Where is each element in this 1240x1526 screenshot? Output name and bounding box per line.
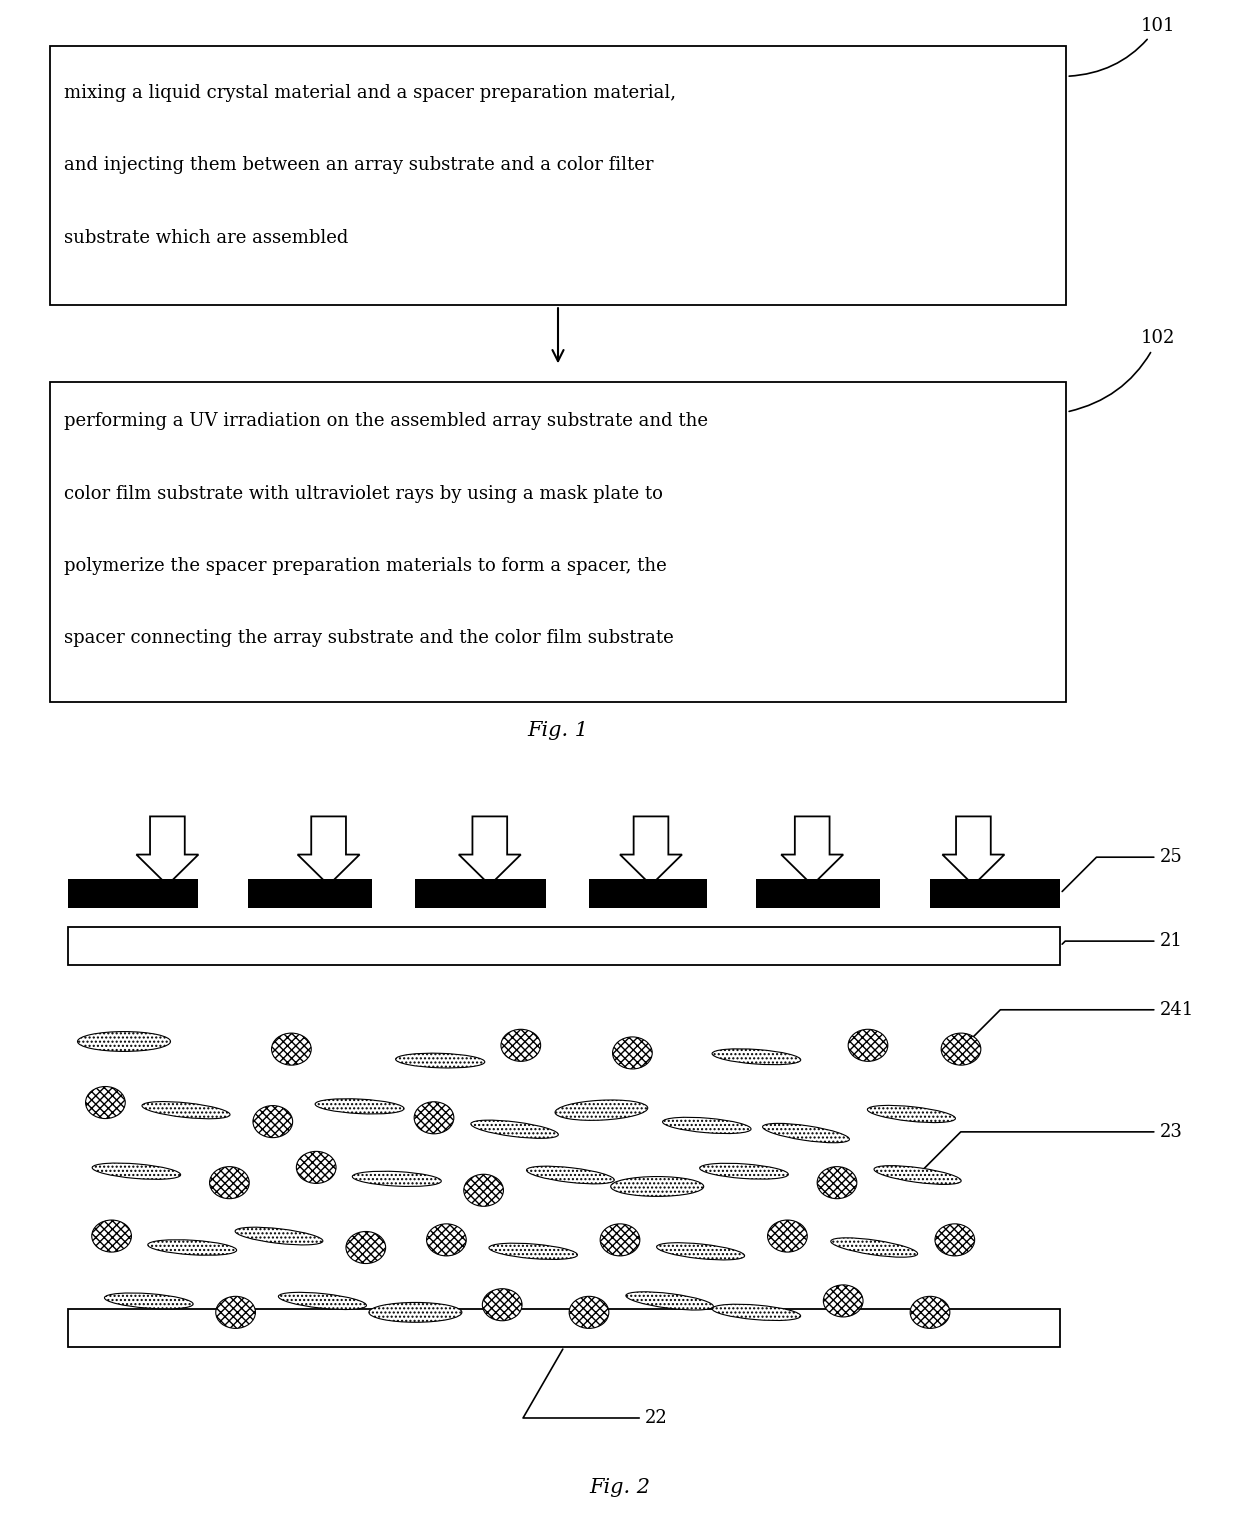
Text: 102: 102 [1069,330,1176,412]
Ellipse shape [763,1123,849,1143]
Ellipse shape [657,1242,744,1260]
Text: 101: 101 [1069,17,1176,76]
Polygon shape [942,816,1004,885]
Polygon shape [781,816,843,885]
Ellipse shape [148,1239,237,1256]
Ellipse shape [527,1166,614,1184]
Text: and injecting them between an array substrate and a color filter: and injecting them between an array subs… [64,156,653,174]
Bar [68,928,1060,966]
Ellipse shape [569,1297,609,1328]
Ellipse shape [489,1244,578,1259]
Ellipse shape [817,1166,857,1199]
Ellipse shape [346,1231,386,1264]
Ellipse shape [941,1033,981,1065]
Bar [68,1308,1060,1346]
Ellipse shape [104,1293,193,1309]
Text: color film substrate with ultraviolet rays by using a mask plate to: color film substrate with ultraviolet ra… [64,485,663,502]
Ellipse shape [712,1305,801,1320]
Ellipse shape [272,1033,311,1065]
Ellipse shape [768,1221,807,1251]
Ellipse shape [610,1177,703,1196]
Bar [248,879,372,908]
Ellipse shape [315,1099,404,1114]
Ellipse shape [823,1285,863,1317]
Text: 25: 25 [1063,848,1182,891]
Text: spacer connecting the array substrate and the color film substrate: spacer connecting the array substrate an… [64,629,675,647]
Bar [930,879,1060,908]
Ellipse shape [699,1163,789,1180]
Bar [589,879,707,908]
Ellipse shape [279,1293,366,1309]
Ellipse shape [874,1166,961,1184]
Polygon shape [136,816,198,885]
Ellipse shape [935,1224,975,1256]
Ellipse shape [910,1297,950,1328]
Ellipse shape [396,1053,485,1068]
Ellipse shape [464,1175,503,1206]
Ellipse shape [143,1102,229,1119]
Text: 241: 241 [963,1001,1194,1047]
Ellipse shape [626,1293,713,1309]
Text: 21: 21 [1063,932,1182,951]
Bar [50,46,1066,305]
Text: Fig. 1: Fig. 1 [527,722,589,740]
Polygon shape [298,816,360,885]
Ellipse shape [848,1030,888,1062]
Text: polymerize the spacer preparation materials to form a spacer, the: polymerize the spacer preparation materi… [64,557,667,575]
Text: mixing a liquid crystal material and a spacer preparation material,: mixing a liquid crystal material and a s… [64,84,677,102]
Ellipse shape [501,1030,541,1062]
Ellipse shape [296,1151,336,1184]
Ellipse shape [662,1117,751,1134]
Text: 23: 23 [920,1123,1182,1173]
Ellipse shape [427,1224,466,1256]
Ellipse shape [210,1166,249,1199]
Ellipse shape [482,1288,522,1322]
Ellipse shape [600,1224,640,1256]
Ellipse shape [370,1303,463,1322]
Bar [415,879,546,908]
Ellipse shape [712,1048,801,1065]
Ellipse shape [92,1221,131,1251]
Ellipse shape [613,1038,652,1068]
Ellipse shape [236,1227,322,1245]
Ellipse shape [831,1238,918,1257]
Ellipse shape [556,1100,647,1120]
Ellipse shape [868,1105,955,1123]
Ellipse shape [86,1087,125,1119]
Ellipse shape [216,1297,255,1328]
Ellipse shape [471,1120,558,1138]
Polygon shape [620,816,682,885]
Text: 22: 22 [523,1349,667,1427]
Text: performing a UV irradiation on the assembled array substrate and the: performing a UV irradiation on the assem… [64,412,708,430]
Ellipse shape [253,1105,293,1138]
Ellipse shape [414,1102,454,1134]
Text: substrate which are assembled: substrate which are assembled [64,229,348,247]
Bar [50,382,1066,702]
Ellipse shape [92,1163,181,1180]
Text: Fig. 2: Fig. 2 [589,1479,651,1497]
Bar [756,879,880,908]
Ellipse shape [352,1172,441,1186]
Polygon shape [459,816,521,885]
Bar [68,879,198,908]
Ellipse shape [77,1032,171,1051]
